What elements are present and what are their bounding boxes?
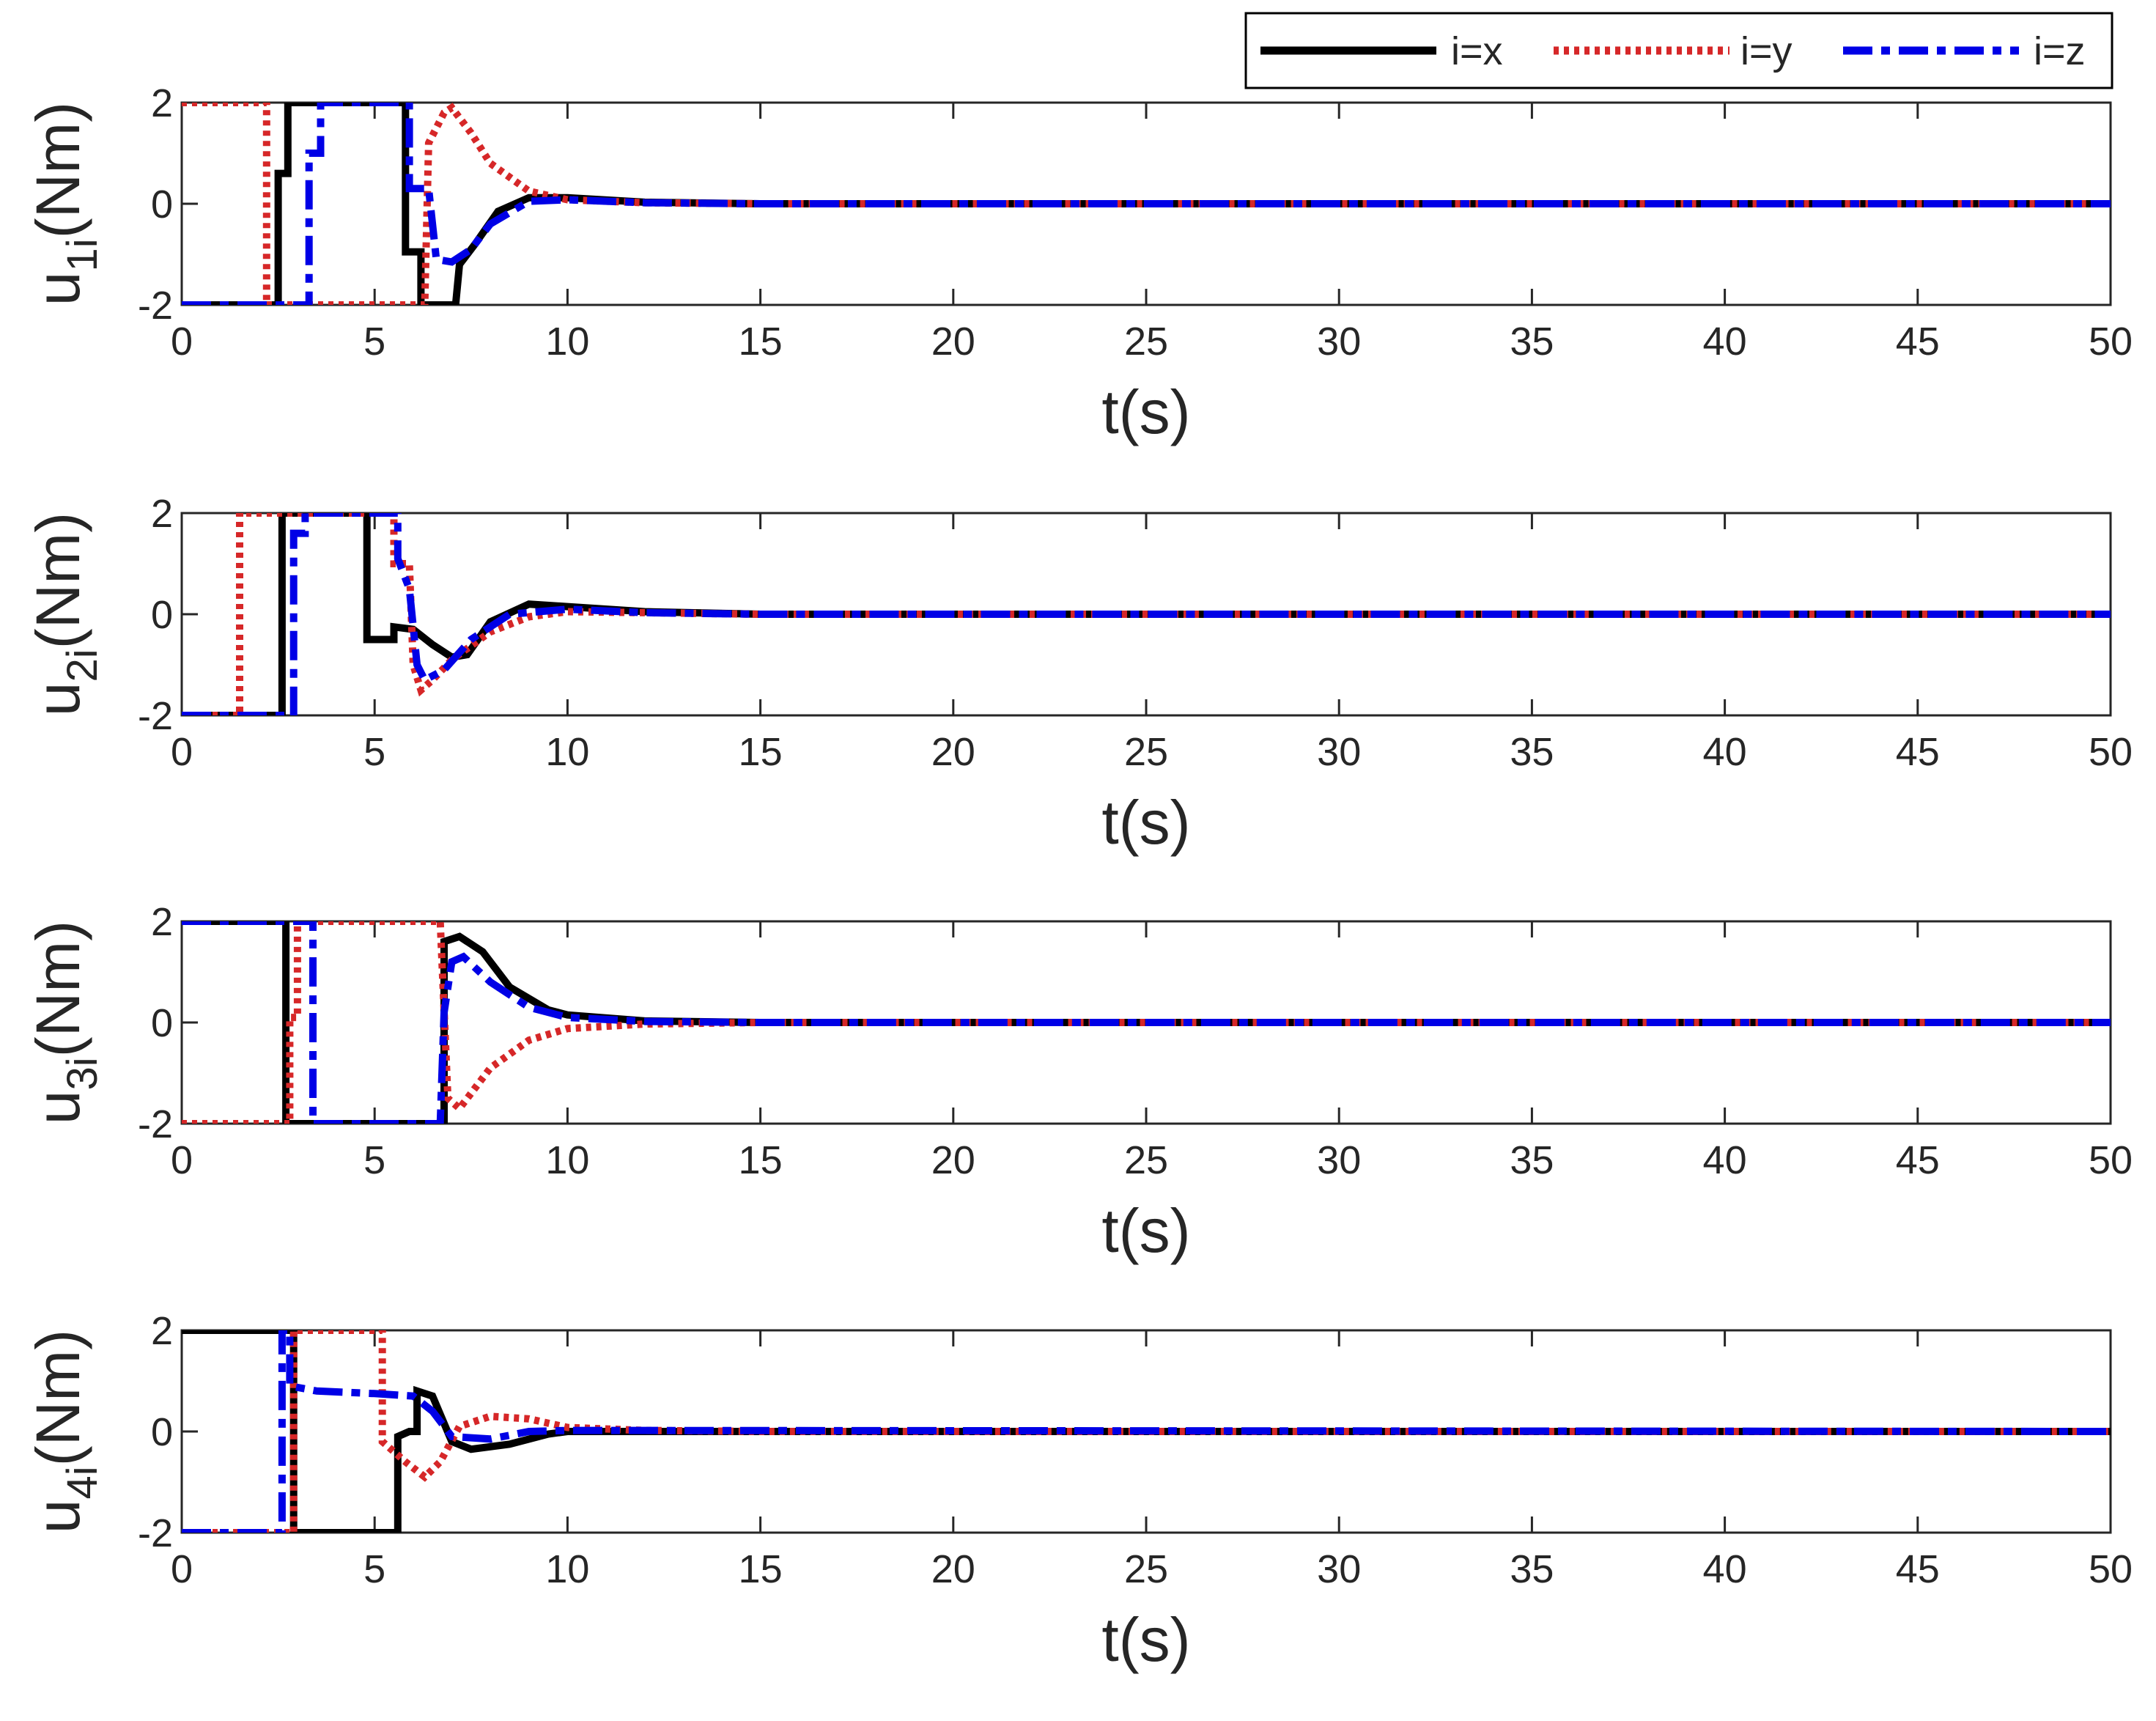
x-tick-label: 25 <box>1124 730 1168 774</box>
y-axis-title: u1i(Nm) <box>23 102 106 306</box>
x-tick-label: 20 <box>931 1547 975 1591</box>
y-tick-label: 0 <box>151 593 173 637</box>
x-tick-label: 10 <box>545 1138 589 1182</box>
legend-label-y: i=y <box>1740 29 1793 73</box>
y-axis-title-subscript: 1i <box>59 238 106 271</box>
x-tick-label: 45 <box>1896 1138 1940 1182</box>
x-tick-label: 50 <box>2089 730 2133 774</box>
x-tick-label: 45 <box>1896 320 1940 364</box>
y-axis-title-unit: (Nm) <box>23 1330 92 1467</box>
x-tick-label: 15 <box>739 320 783 364</box>
y-tick-label: 2 <box>151 492 173 536</box>
x-axis-title: t(s) <box>1101 788 1190 857</box>
series-line-i-y <box>182 513 2111 715</box>
y-tick-label: 0 <box>151 1001 173 1045</box>
y-tick-label: 0 <box>151 183 173 226</box>
x-tick-label: 0 <box>171 1547 193 1591</box>
y-tick-label: 2 <box>151 1309 173 1353</box>
y-axis-title: u3i(Nm) <box>23 921 106 1124</box>
y-axis-title-subscript: 3i <box>59 1057 106 1090</box>
x-tick-label: 40 <box>1703 730 1747 774</box>
y-axis-title-unit: (Nm) <box>23 921 92 1058</box>
x-tick-label: 35 <box>1510 1547 1554 1591</box>
x-tick-label: 25 <box>1124 1547 1168 1591</box>
x-tick-label: 5 <box>363 730 385 774</box>
x-tick-label: 15 <box>739 730 783 774</box>
x-tick-label: 0 <box>171 1138 193 1182</box>
series-group <box>182 921 2111 1124</box>
x-axis-title: t(s) <box>1101 1196 1190 1265</box>
legend: i=x i=y i=z <box>1244 12 2113 89</box>
y-tick-label: -2 <box>138 694 173 738</box>
y-tick-label: 2 <box>151 81 173 125</box>
x-tick-label: 5 <box>363 1138 385 1182</box>
x-tick-label: 20 <box>931 1138 975 1182</box>
y-axis-title-main: u <box>23 682 92 717</box>
y-tick-label: 0 <box>151 1410 173 1454</box>
x-tick-label: 15 <box>739 1138 783 1182</box>
x-tick-label: 10 <box>545 1547 589 1591</box>
x-tick-label: 10 <box>545 730 589 774</box>
x-tick-label: 45 <box>1896 1547 1940 1591</box>
x-axis-title: t(s) <box>1101 1605 1190 1674</box>
y-axis-title-unit: (Nm) <box>23 512 92 649</box>
x-tick-label: 5 <box>363 320 385 364</box>
series-line-i-z <box>182 513 2111 715</box>
x-tick-label: 10 <box>545 320 589 364</box>
x-tick-label: 35 <box>1510 320 1554 364</box>
x-tick-label: 5 <box>363 1547 385 1591</box>
x-tick-label: 0 <box>171 320 193 364</box>
x-tick-label: 30 <box>1317 1547 1361 1591</box>
series-group <box>182 513 2111 715</box>
x-axis-title: t(s) <box>1101 377 1190 446</box>
y-axis-title-main: u <box>23 1091 92 1125</box>
legend-label-x: i=x <box>1451 29 1503 73</box>
series-line-i-x <box>182 1330 2111 1533</box>
y-axis-title: u4i(Nm) <box>23 1330 106 1533</box>
x-tick-label: 30 <box>1317 1138 1361 1182</box>
x-tick-label: 50 <box>2089 320 2133 364</box>
series-group <box>182 1330 2111 1533</box>
x-tick-label: 50 <box>2089 1138 2133 1182</box>
x-tick-label: 25 <box>1124 320 1168 364</box>
series-line-i-x <box>182 103 2111 305</box>
legend-label-z: i=z <box>2034 29 2086 73</box>
y-axis-title-main: u <box>23 1500 92 1534</box>
series-line-i-y <box>182 921 2111 1124</box>
x-tick-label: 45 <box>1896 730 1940 774</box>
y-tick-label: -2 <box>138 284 173 328</box>
x-tick-label: 40 <box>1703 1547 1747 1591</box>
y-axis-title-unit: (Nm) <box>23 102 92 239</box>
x-tick-label: 25 <box>1124 1138 1168 1182</box>
y-axis-title-subscript: 2i <box>59 649 106 682</box>
x-tick-label: 35 <box>1510 730 1554 774</box>
y-tick-label: -2 <box>138 1511 173 1555</box>
series-group <box>182 103 2111 305</box>
series-line-i-z <box>182 921 2111 1124</box>
x-tick-label: 20 <box>931 320 975 364</box>
x-tick-label: 35 <box>1510 1138 1554 1182</box>
y-axis-title-main: u <box>23 272 92 306</box>
x-tick-label: 20 <box>931 730 975 774</box>
x-tick-label: 30 <box>1317 730 1361 774</box>
series-line-i-z <box>182 103 2111 305</box>
x-tick-label: 15 <box>739 1547 783 1591</box>
x-tick-label: 30 <box>1317 320 1361 364</box>
x-tick-label: 40 <box>1703 1138 1747 1182</box>
y-axis-title-subscript: 4i <box>59 1466 106 1499</box>
x-tick-label: 50 <box>2089 1547 2133 1591</box>
series-line-i-z <box>182 1330 2111 1533</box>
y-tick-label: 2 <box>151 900 173 944</box>
x-tick-label: 0 <box>171 730 193 774</box>
y-axis-title: u2i(Nm) <box>23 512 106 716</box>
y-tick-label: -2 <box>138 1102 173 1146</box>
x-tick-label: 40 <box>1703 320 1747 364</box>
